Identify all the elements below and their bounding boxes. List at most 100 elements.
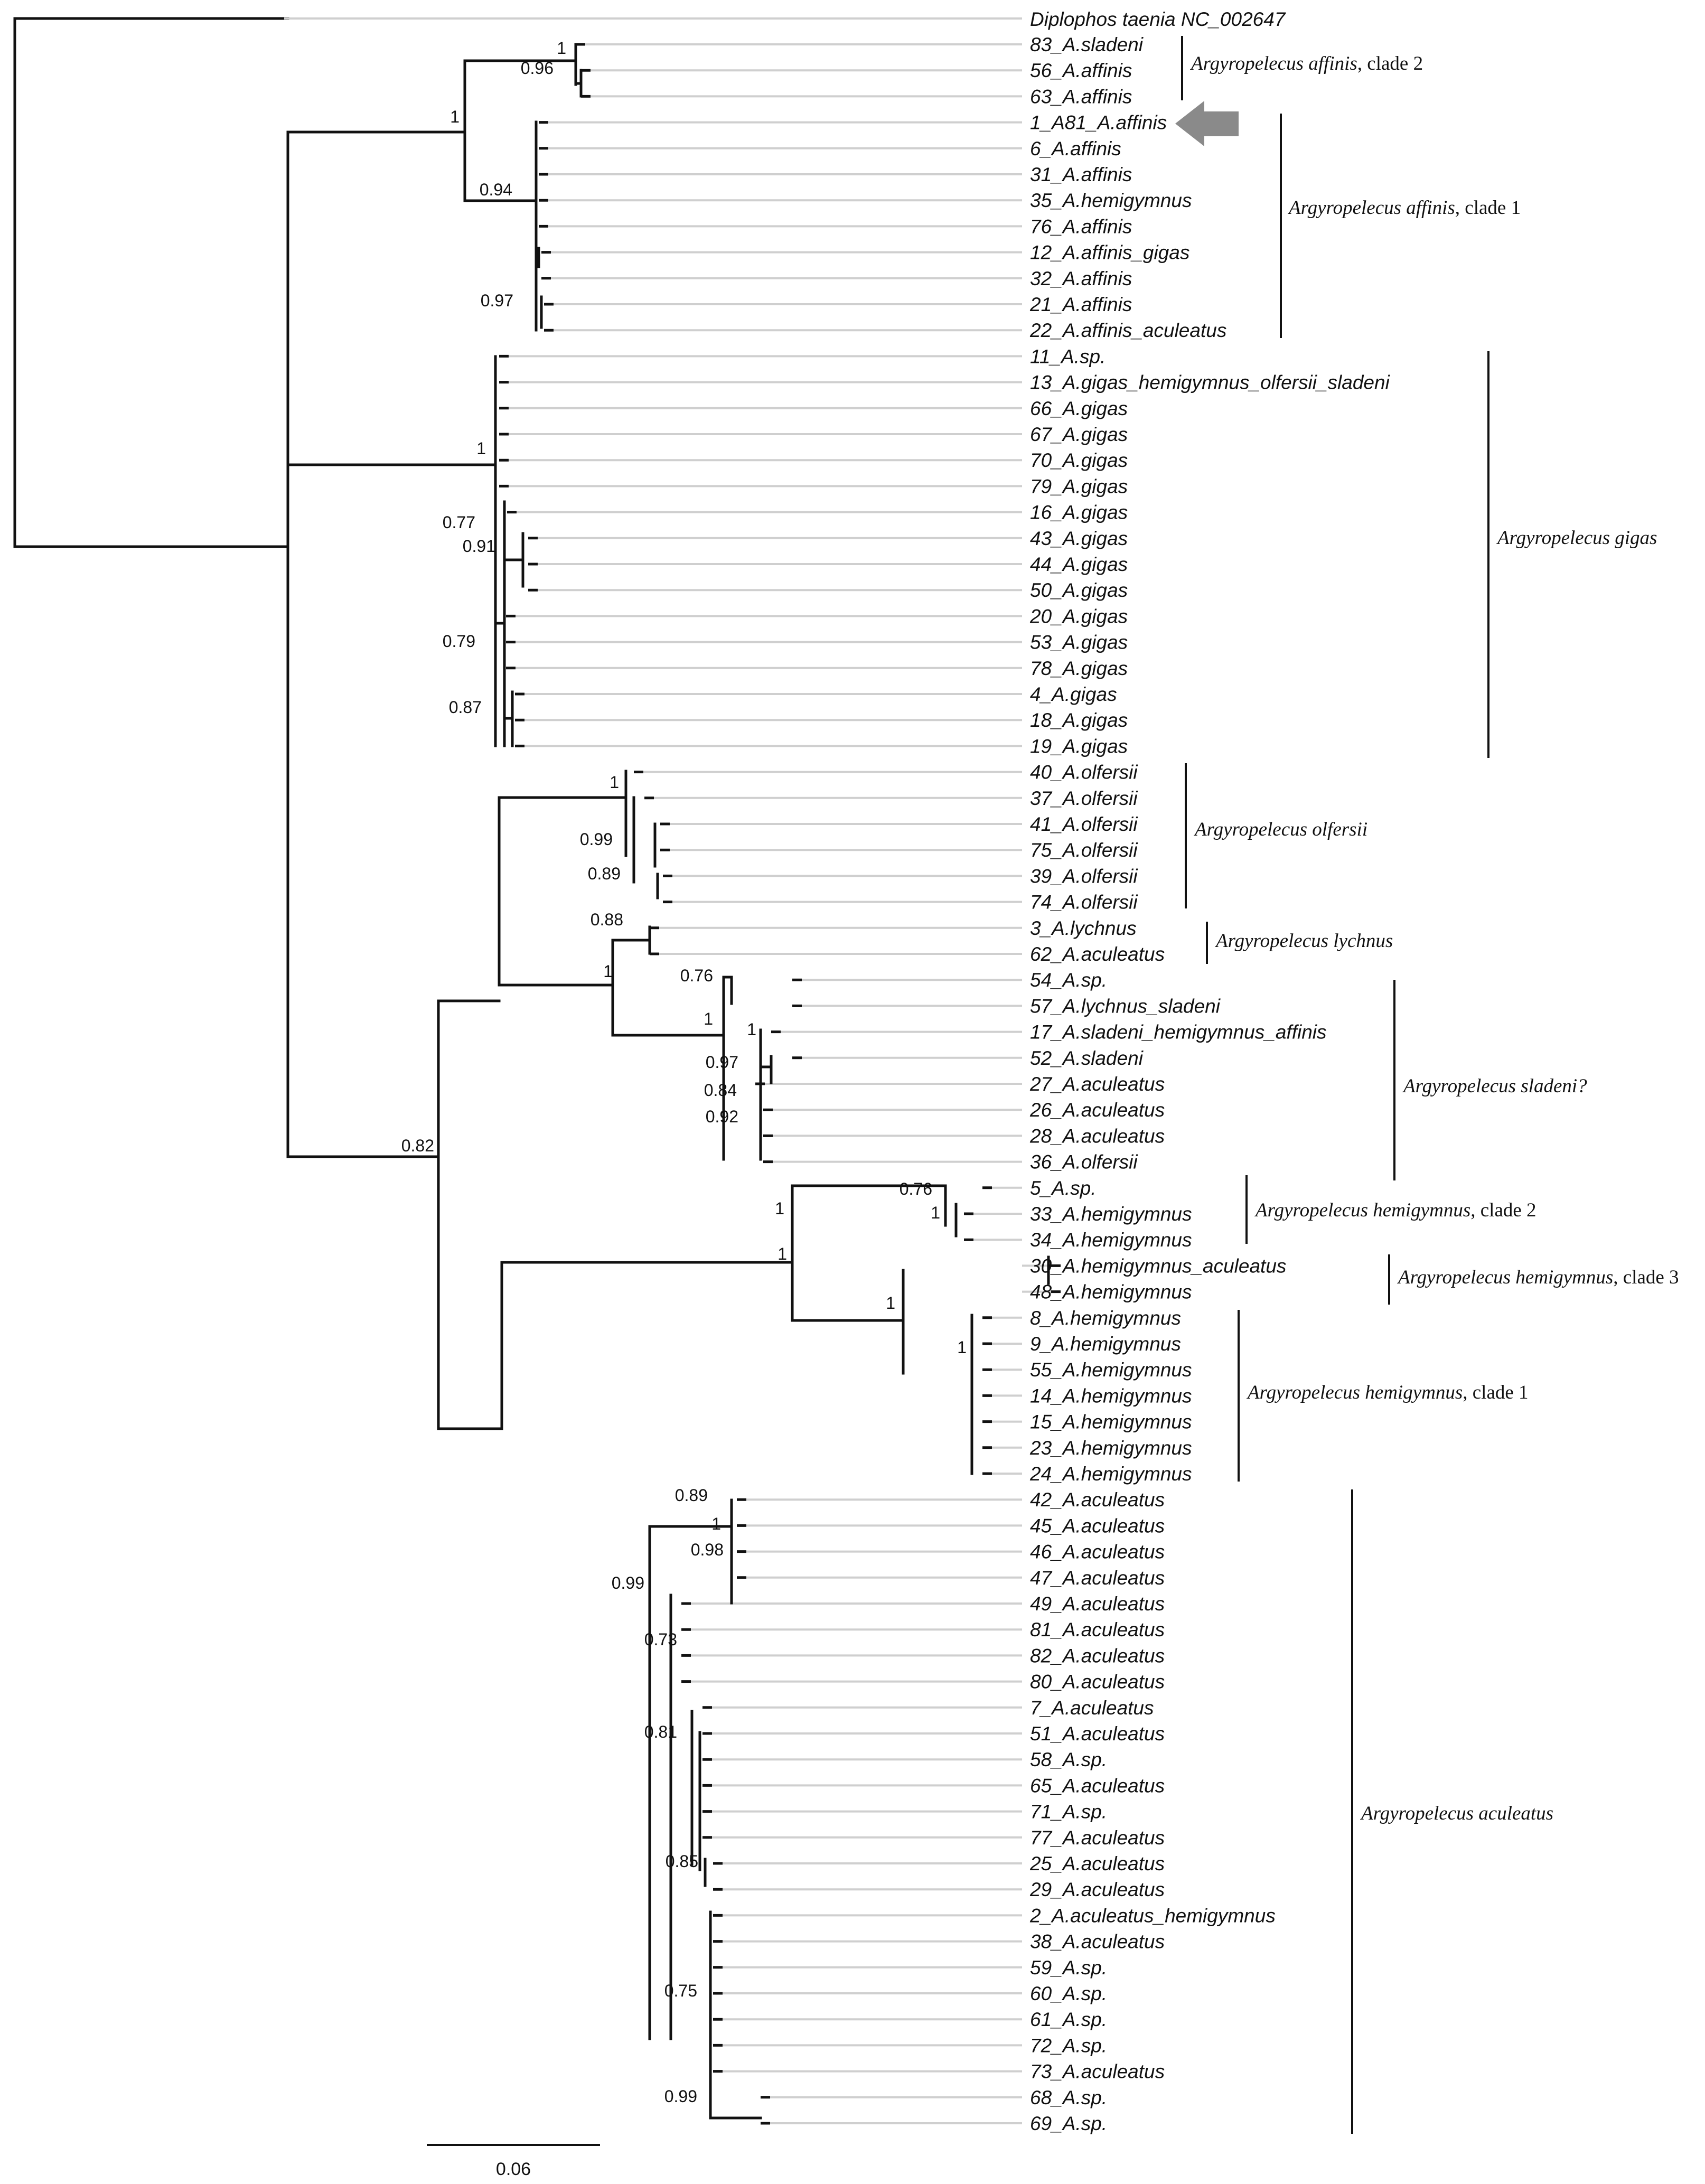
- tip-label: 71_A.sp.: [1030, 1801, 1107, 1823]
- support-value: 1: [603, 962, 613, 981]
- tip-label: 26_A.aculeatus: [1029, 1099, 1165, 1121]
- support-value: 1: [747, 1020, 756, 1039]
- tip-label: 81_A.aculeatus: [1030, 1619, 1165, 1641]
- tip-label: 19_A.gigas: [1030, 735, 1128, 757]
- tip-label: 58_A.sp.: [1030, 1749, 1107, 1770]
- support-value: 0.99: [580, 830, 613, 849]
- tip-label: 67_A.gigas: [1030, 424, 1128, 445]
- tip-label: 28_A.aculeatus: [1029, 1125, 1165, 1147]
- tip-label: 17_A.sladeni_hemigymnus_affinis: [1030, 1021, 1327, 1043]
- tip-label: 40_A.olfersii: [1030, 762, 1138, 783]
- tip-label: 9_A.hemigymnus: [1030, 1333, 1181, 1355]
- support-value: 1: [931, 1203, 940, 1222]
- tip-label: 59_A.sp.: [1030, 1957, 1107, 1979]
- support-value: 0.88: [591, 910, 623, 929]
- support-value: 1: [557, 39, 566, 58]
- tip-label: 4_A.gigas: [1030, 683, 1117, 705]
- tip-label: 12_A.affinis_gigas: [1030, 242, 1189, 264]
- tip-label: 16_A.gigas: [1030, 502, 1128, 523]
- tip-label: 38_A.aculeatus: [1030, 1931, 1165, 1953]
- tip-label: 11_A.sp.: [1030, 345, 1106, 367]
- tip-label: 43_A.gigas: [1030, 528, 1128, 549]
- support-value: 1: [450, 107, 460, 126]
- support-value: 0.96: [521, 59, 554, 78]
- tip-label: 23_A.hemigymnus: [1029, 1437, 1192, 1459]
- support-value: 0.82: [401, 1136, 434, 1155]
- tip-label: 8_A.hemigymnus: [1030, 1307, 1181, 1329]
- support-value: 1: [476, 439, 486, 458]
- tip-label: 6_A.affinis: [1030, 138, 1121, 160]
- support-value: 0.76: [680, 966, 713, 985]
- clade-label: Argyropelecus affinis, clade 2: [1189, 53, 1423, 74]
- support-value: 0.73: [644, 1630, 677, 1649]
- support-value: 0.99: [612, 1573, 644, 1592]
- tip-label: 70_A.gigas: [1030, 449, 1128, 471]
- tip-label: 18_A.gigas: [1030, 709, 1128, 731]
- tip-label: 82_A.aculeatus: [1030, 1645, 1165, 1666]
- tip-guide-lines: [499, 43, 1051, 2124]
- clade-label: Argyropelecus hemigymnus, clade 2: [1254, 1199, 1537, 1221]
- support-value: 0.98: [691, 1540, 724, 1559]
- clade-label: Argyropelecus gigas: [1496, 527, 1657, 549]
- tip-label: 83_A.sladeni: [1030, 34, 1144, 55]
- support-value: 1: [704, 1009, 713, 1028]
- tip-label: 27_A.aculeatus: [1029, 1073, 1165, 1095]
- tip-label: 66_A.gigas: [1030, 398, 1128, 419]
- tip-label: 29_A.aculeatus: [1029, 1879, 1165, 1900]
- support-value: 0.89: [588, 864, 621, 883]
- tip-label: 15_A.hemigymnus: [1030, 1411, 1192, 1433]
- clade-label: Argyropelecus aculeatus: [1360, 1803, 1553, 1824]
- tip-label: 61_A.sp.: [1030, 2009, 1107, 2030]
- tip-label: 52_A.sladeni: [1030, 1047, 1144, 1069]
- tip-label: 24_A.hemigymnus: [1029, 1463, 1192, 1485]
- tip-label: 51_A.aculeatus: [1030, 1723, 1165, 1745]
- tip-label: 69_A.sp.: [1030, 2113, 1107, 2134]
- support-value: 0.97: [481, 291, 513, 310]
- tip-label: 54_A.sp.: [1030, 969, 1107, 991]
- tip-label: 1_A81_A.affinis: [1030, 112, 1167, 134]
- support-value: 1: [957, 1338, 967, 1357]
- tip-label: 73_A.aculeatus: [1030, 2061, 1165, 2083]
- support-value: 1: [711, 1514, 721, 1533]
- tip-label: 33_A.hemigymnus: [1030, 1203, 1192, 1225]
- tip-label: 47_A.aculeatus: [1030, 1567, 1165, 1589]
- tip-label: 76_A.affinis: [1030, 215, 1132, 237]
- support-value: 0.92: [706, 1107, 738, 1126]
- support-value: 0.79: [443, 632, 475, 651]
- tip-label: 50_A.gigas: [1030, 579, 1128, 601]
- support-value: 0.89: [675, 1486, 708, 1505]
- tip-label: 68_A.sp.: [1030, 2087, 1107, 2108]
- support-value: 0.97: [706, 1053, 738, 1072]
- support-value: 0.76: [900, 1179, 932, 1198]
- support-value: 0.87: [449, 698, 482, 717]
- tip-label: 30_A.hemigymnus_aculeatus: [1030, 1255, 1286, 1277]
- tip-label: 65_A.aculeatus: [1030, 1775, 1165, 1796]
- support-value: 0.94: [480, 180, 512, 199]
- clade-annotations: Argyropelecus affinis, clade 2 Argyropele…: [1181, 36, 1679, 2134]
- tip-labels: 83_A.sladeni 56_A.affinis 63_A.affinis 1_A8…: [1029, 34, 1391, 2134]
- clade-label: Argyropelecus affinis, clade 1: [1287, 197, 1521, 219]
- tip-label: 35_A.hemigymnus: [1030, 190, 1192, 211]
- tip-label: 37_A.olfersii: [1030, 788, 1138, 809]
- tip-label: 63_A.affinis: [1030, 86, 1132, 107]
- tip-label: 79_A.gigas: [1030, 475, 1128, 497]
- tip-label: 20_A.gigas: [1029, 605, 1128, 627]
- tip-label: 2_A.aculeatus_hemigymnus: [1029, 1905, 1276, 1926]
- tip-label: 55_A.hemigymnus: [1030, 1359, 1192, 1381]
- support-value: 0.84: [704, 1081, 737, 1100]
- clade-label: Argyropelecus hemigymnus, clade 1: [1246, 1382, 1529, 1403]
- support-value: 1: [610, 773, 619, 792]
- support-value: 1: [775, 1199, 784, 1218]
- tip-label: 56_A.affinis: [1030, 60, 1132, 81]
- tip-label: 53_A.gigas: [1030, 632, 1128, 653]
- tip-label: 3_A.lychnus: [1030, 917, 1137, 939]
- support-value: 0.81: [644, 1722, 677, 1741]
- tip-label: 60_A.sp.: [1030, 1983, 1107, 2004]
- tip-label: 80_A.aculeatus: [1030, 1671, 1165, 1693]
- clade-label: Argyropelecus lychnus: [1214, 930, 1393, 952]
- support-value: 0.77: [443, 513, 475, 532]
- tip-label: 32_A.affinis: [1030, 268, 1132, 289]
- tip-label: 34_A.hemigymnus: [1030, 1229, 1192, 1251]
- tip-label: 36_A.olfersii: [1030, 1151, 1138, 1173]
